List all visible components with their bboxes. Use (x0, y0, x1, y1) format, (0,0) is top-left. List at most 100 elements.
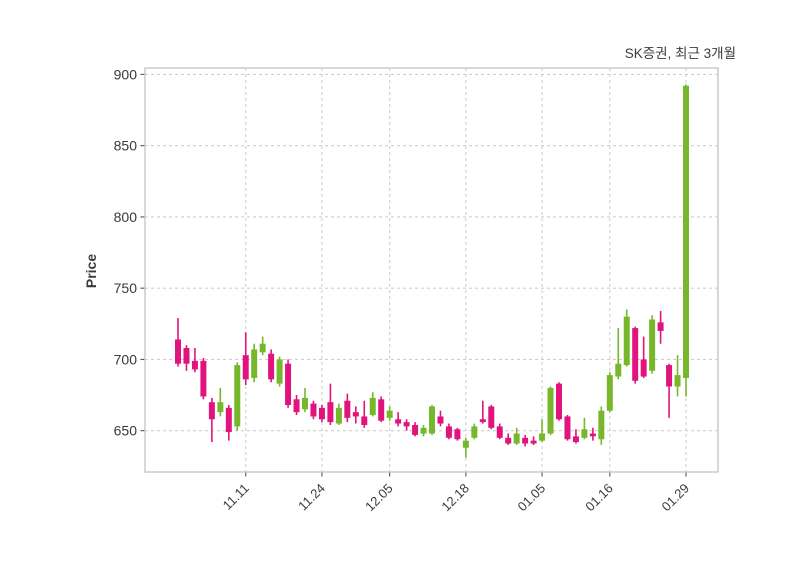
candle-down (175, 318, 181, 367)
candle-down (572, 429, 579, 444)
y-tick-label: 700 (114, 351, 138, 367)
candle-body (302, 397, 308, 410)
candle-up (335, 403, 342, 425)
candle-down (522, 434, 529, 447)
candle-down (488, 405, 495, 430)
candle-up (539, 419, 546, 443)
candle-body (488, 406, 495, 428)
candle-up (420, 424, 427, 437)
candle-up (234, 362, 241, 431)
candle-body (175, 339, 181, 364)
y-axis-label: Price (83, 254, 99, 288)
candle-up (429, 405, 435, 435)
candle-body (640, 359, 647, 377)
candle-body (522, 437, 529, 444)
y-tick-label: 850 (114, 138, 138, 154)
candle-down (191, 348, 198, 373)
candle-up (623, 309, 630, 367)
candle-body (285, 363, 292, 406)
candle-down (285, 359, 292, 408)
candle-down (318, 405, 325, 423)
candle-body (649, 319, 656, 371)
candle-down (496, 423, 503, 440)
candle-body (395, 419, 402, 424)
candle-up (276, 356, 283, 387)
candle-body (259, 343, 266, 353)
candle-body (200, 360, 207, 397)
candle-up (683, 84, 689, 397)
candle-body (657, 322, 664, 331)
candle-up (251, 343, 258, 383)
candle-down (293, 395, 300, 415)
candle-body (556, 383, 562, 420)
candle-body (471, 426, 478, 438)
candle-down (412, 422, 419, 437)
candle-body (412, 424, 419, 435)
candle-down (564, 414, 571, 441)
candle-up (649, 315, 656, 374)
candle-body (589, 433, 596, 437)
candle-body (378, 399, 385, 421)
candle-body (293, 399, 300, 413)
candle-body (234, 365, 241, 427)
y-tick-label: 650 (114, 423, 138, 439)
candle-body (513, 433, 520, 444)
candle-down (395, 412, 402, 427)
candle-body (666, 365, 673, 387)
candle-body (606, 375, 613, 411)
candle-body (530, 440, 537, 444)
candle-up (615, 328, 622, 380)
candle-down (589, 427, 596, 441)
candle-body (581, 429, 588, 438)
candle-body (225, 407, 232, 433)
y-tick-label: 900 (114, 66, 138, 82)
y-tick-label: 800 (114, 209, 138, 225)
chart-title: SK증권, 최근 3개월 (625, 46, 736, 61)
candle-down (344, 393, 351, 423)
candle-body (479, 419, 486, 423)
candle-body (191, 360, 198, 370)
candle-body (242, 355, 249, 380)
candle-body (564, 416, 571, 440)
candle-down (200, 357, 207, 400)
candle-down (445, 423, 452, 440)
candle-body (445, 426, 452, 438)
candle-body (505, 437, 512, 444)
candle-body (386, 410, 393, 418)
candle-body (344, 400, 351, 418)
candle-body (310, 403, 317, 417)
candle-down (361, 400, 368, 428)
candle-body (352, 412, 359, 417)
candle-body (674, 375, 681, 387)
candle-up (302, 387, 308, 413)
candle-down (310, 400, 317, 420)
candle-up (462, 437, 469, 458)
candle-down (479, 400, 486, 424)
candle-body (217, 402, 224, 413)
candle-down (505, 433, 512, 445)
candle-body (572, 436, 579, 443)
candles-layer (175, 84, 689, 458)
candle-down (556, 382, 562, 421)
candle-down (225, 405, 232, 441)
candle-down (530, 436, 537, 445)
candle-down (437, 410, 444, 427)
candle-body (420, 427, 427, 434)
candle-body (437, 416, 444, 424)
candle-down (657, 310, 664, 344)
candle-body (454, 429, 461, 440)
candle-down (403, 419, 410, 431)
candle-body (361, 416, 368, 425)
candle-body (615, 363, 622, 377)
candle-body (598, 410, 605, 440)
candle-up (547, 386, 554, 435)
y-tick-label: 750 (114, 280, 138, 296)
candle-up (674, 355, 681, 397)
candle-body (547, 387, 554, 434)
candle-down (640, 336, 647, 378)
candle-down (632, 326, 639, 384)
candle-up (606, 372, 613, 413)
candle-down (352, 406, 359, 424)
